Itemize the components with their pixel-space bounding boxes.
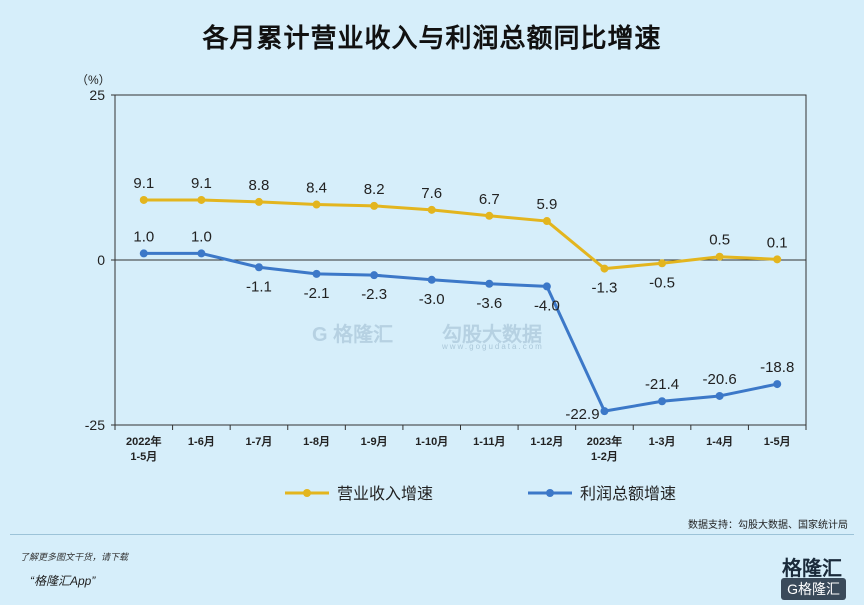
y-tick-label: -25 [85,417,105,433]
data-point [773,255,782,264]
data-label: -21.4 [645,376,679,393]
footer-note: 了解更多图文干货，请下载 [20,552,129,562]
data-point [427,205,436,214]
data-label: -1.1 [246,278,272,295]
data-label: 5.9 [536,196,557,213]
data-label: 1.0 [133,228,154,245]
x-tick-label: 1-4月 [706,435,733,448]
x-tick-label: 1-5月 [130,450,157,463]
data-label: -20.6 [703,371,737,388]
legend-label-1: 利润总额增速 [580,485,676,503]
y-tick-label: 0 [97,252,105,268]
legend-marker-1 [546,489,554,497]
data-label: 8.4 [306,180,327,197]
data-label: 7.6 [421,185,442,202]
data-label: 8.2 [364,181,385,198]
data-label: 1.0 [191,228,212,245]
x-tick-label: 1-6月 [188,435,215,448]
watermark-url: www.gogudata.com [442,342,544,351]
data-point [312,269,321,278]
x-tick-label: 1-10月 [415,435,448,448]
data-point [254,197,263,206]
data-point [773,380,782,389]
data-point [254,263,263,272]
series-line-0 [143,198,778,271]
data-point [658,259,667,268]
x-tick-label: 2023年 [587,434,622,448]
data-point [370,201,379,210]
data-label: -3.0 [419,291,445,308]
data-label: -0.5 [649,274,675,291]
x-tick-label: 1-7月 [246,435,273,448]
data-source: 数据支持：勾股大数据、国家统计局 [688,520,848,531]
series-line-1 [143,251,778,413]
x-tick-label: 1-8月 [303,435,330,448]
data-label: 6.7 [479,191,500,208]
data-label: 9.1 [191,175,212,192]
x-tick-label: 1-5月 [764,435,791,448]
data-point [485,211,494,220]
data-point [542,282,551,291]
data-label: -4.0 [534,297,560,314]
x-tick-label: 1-2月 [591,450,618,463]
legend-marker-0 [303,489,311,497]
data-point [197,249,206,258]
data-label: 0.5 [709,232,730,249]
x-tick-label: 2022年 [126,434,161,448]
data-point [715,391,724,400]
data-point [485,279,494,288]
data-point [600,264,609,273]
data-point [715,252,724,261]
data-label: 9.1 [133,175,154,192]
data-label: 0.1 [767,234,788,251]
data-label: 8.8 [249,177,270,194]
data-point [658,397,667,406]
data-label: -3.6 [476,295,502,312]
data-label: -1.3 [592,280,618,297]
data-point [139,195,148,204]
legend-label-0: 营业收入增速 [337,485,433,503]
data-point [370,271,379,280]
watermark-data: 勾股大数据 [442,324,542,346]
data-point [312,200,321,209]
data-label: -2.1 [304,285,330,302]
y-axis-unit: （%） [76,73,111,87]
footer-brand-logo: 格隆汇 [782,558,842,580]
footer-brand-badge: G格隆汇 [781,578,846,600]
x-tick-label: 1-3月 [649,435,676,448]
x-tick-label: 1-11月 [473,435,505,448]
data-label: -18.8 [760,359,794,376]
data-point [197,195,206,204]
data-point [427,275,436,284]
data-point [139,249,148,258]
data-point [542,217,551,226]
footer-app-name: “格隆汇App” [30,574,96,588]
x-tick-label: 1-9月 [361,435,388,448]
x-tick-label: 1-12月 [530,435,563,448]
watermark-brand: G 格隆汇 [312,324,394,346]
footer-divider [10,534,854,535]
chart-title: 各月累计营业收入与利润总额同比增速 [202,23,662,53]
data-label: -2.3 [361,286,387,303]
y-tick-label: 25 [89,87,105,103]
data-label: -22.9 [565,406,599,423]
data-point [600,407,609,416]
